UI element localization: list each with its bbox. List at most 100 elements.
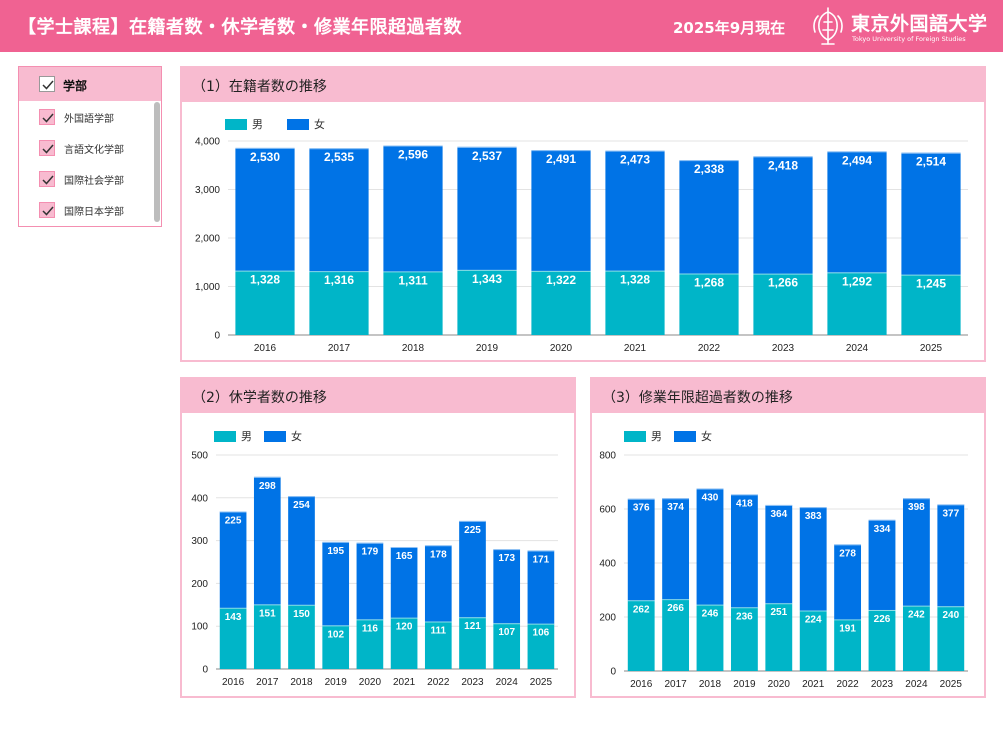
legend-label[interactable]: 男 — [252, 118, 263, 131]
filter-checkbox[interactable] — [39, 171, 55, 187]
faculty-filter[interactable]: 学部 外国語学部 言語文化学部 国際社会学部 国際日本学部 — [18, 66, 162, 227]
filter-checkbox[interactable] — [39, 109, 55, 125]
bar-segment[interactable] — [730, 607, 758, 671]
bar-segment[interactable] — [531, 270, 591, 335]
filter-scrollbar[interactable] — [154, 102, 160, 222]
bar-segment[interactable] — [827, 272, 887, 335]
bar-segment[interactable] — [901, 274, 961, 335]
bar-segment[interactable] — [627, 498, 655, 601]
data-label: 151 — [259, 608, 276, 619]
legend-label[interactable]: 女 — [314, 117, 325, 131]
bar-segment[interactable] — [627, 600, 655, 671]
data-label: 1,322 — [546, 273, 576, 287]
bar-segment[interactable] — [605, 150, 665, 271]
bar-segment[interactable] — [679, 160, 739, 274]
bar-segment[interactable] — [219, 607, 247, 669]
select-all-checkbox[interactable] — [39, 76, 55, 92]
bar-segment[interactable] — [235, 147, 295, 271]
university-emblem-icon — [813, 7, 843, 45]
bar-segment[interactable] — [765, 603, 793, 671]
data-label: 120 — [396, 622, 413, 633]
bar-segment[interactable] — [253, 604, 281, 669]
bar-segment[interactable] — [527, 623, 555, 669]
check-icon — [42, 80, 54, 90]
filter-item-faculty-3[interactable]: 国際社会学部 — [19, 163, 161, 194]
data-label: 246 — [702, 609, 719, 620]
x-tick-label: 2023 — [871, 679, 894, 690]
y-tick-label: 200 — [191, 579, 208, 590]
bar-segment[interactable] — [459, 520, 486, 618]
university-name-en: Tokyo University of Foreign Studies — [852, 35, 966, 43]
bar-segment[interactable] — [288, 496, 315, 605]
y-tick-label: 2,000 — [195, 234, 220, 245]
bar-segment[interactable] — [309, 271, 369, 335]
bar-segment[interactable] — [696, 488, 724, 605]
bar-segment[interactable] — [383, 145, 443, 272]
filter-item-faculty-2[interactable]: 言語文化学部 — [19, 132, 161, 163]
bar-segment[interactable] — [605, 270, 665, 335]
bar-segment[interactable] — [493, 623, 521, 669]
bar-segment[interactable] — [459, 617, 486, 669]
y-tick-label: 100 — [191, 622, 208, 633]
bar-segment[interactable] — [799, 507, 827, 611]
bar-segment[interactable] — [322, 625, 350, 669]
bar-segment[interactable] — [730, 494, 758, 608]
bar-segment[interactable] — [753, 273, 813, 335]
bar-segment[interactable] — [937, 606, 965, 671]
bar-segment[interactable] — [662, 498, 690, 600]
filter-item-label: 国際社会学部 — [64, 176, 124, 187]
bar-segment[interactable] — [390, 547, 418, 618]
bar-segment[interactable] — [309, 148, 369, 272]
bar-segment[interactable] — [868, 519, 896, 610]
bar-segment[interactable] — [937, 504, 965, 607]
x-tick-label: 2025 — [940, 679, 963, 690]
bar-segment[interactable] — [662, 599, 690, 671]
x-tick-label: 2016 — [222, 677, 245, 688]
bar-segment[interactable] — [356, 542, 384, 620]
bar-segment[interactable] — [390, 617, 418, 669]
bar-segment[interactable] — [527, 550, 555, 624]
filter-select-all[interactable]: 学部 — [19, 67, 161, 101]
leave-of-absence-chart: 男 女 0 100 200 300 400 500 143 225 2016 151 298 2017 15… — [191, 429, 558, 688]
filter-checkbox[interactable] — [39, 202, 55, 218]
legend-label[interactable]: 男 — [651, 430, 662, 443]
legend-label[interactable]: 男 — [241, 430, 252, 443]
filter-item-label: 言語文化学部 — [64, 145, 124, 156]
bar-segment[interactable] — [834, 619, 862, 671]
bar-segment[interactable] — [834, 544, 862, 620]
x-tick-label: 2024 — [846, 343, 869, 354]
data-label: 195 — [327, 546, 344, 557]
bar-segment[interactable] — [457, 269, 517, 335]
bar-segment[interactable] — [765, 504, 793, 604]
bar-segment[interactable] — [827, 151, 887, 273]
bar-segment[interactable] — [531, 150, 591, 271]
filter-item-faculty-1[interactable]: 外国語学部 — [19, 101, 161, 132]
filter-checkbox[interactable] — [39, 140, 55, 156]
legend-label[interactable]: 女 — [701, 429, 712, 443]
legend-label[interactable]: 女 — [291, 429, 302, 443]
bar-segment[interactable] — [235, 270, 295, 335]
bar-segment[interactable] — [219, 511, 247, 608]
bar-segment[interactable] — [322, 541, 350, 626]
bar-segment[interactable] — [902, 605, 930, 671]
data-label: 334 — [874, 524, 891, 535]
y-tick-label: 300 — [191, 536, 208, 547]
bar-segment[interactable] — [457, 146, 517, 270]
bar-segment[interactable] — [424, 621, 452, 669]
bar-segment[interactable] — [868, 609, 896, 671]
bar-segment[interactable] — [753, 156, 813, 274]
bar-segment[interactable] — [799, 610, 827, 671]
bar-segment[interactable] — [288, 604, 315, 669]
bar-segment[interactable] — [424, 545, 452, 622]
bar-segment[interactable] — [356, 619, 384, 669]
data-label: 418 — [736, 498, 753, 509]
filter-item-faculty-4[interactable]: 国際日本学部 — [19, 194, 161, 225]
y-tick-label: 400 — [599, 559, 616, 570]
bar-segment[interactable] — [253, 476, 281, 605]
bar-segment[interactable] — [383, 271, 443, 335]
bar-segment[interactable] — [902, 498, 930, 606]
bar-segment[interactable] — [696, 604, 724, 671]
bar-segment[interactable] — [493, 549, 521, 624]
bar-segment[interactable] — [679, 273, 739, 335]
bar-segment[interactable] — [901, 152, 961, 275]
